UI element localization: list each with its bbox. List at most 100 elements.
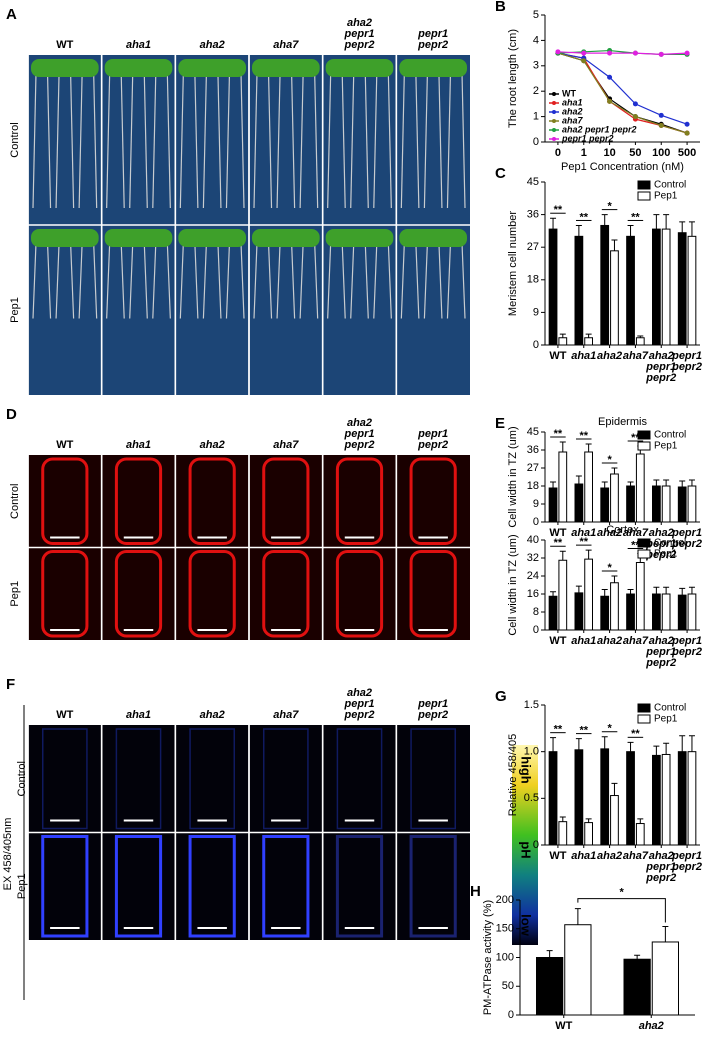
x-axis-label: Pep1 Concentration (nM) [561, 161, 684, 173]
y-axis-label: PM-ATPase activity (%) [482, 900, 494, 1015]
y-tick-label: 8 [533, 606, 539, 618]
error-bar [653, 479, 660, 486]
y-tick-label: 0 [533, 624, 539, 636]
x-tick-label: 100 [652, 147, 670, 159]
point [684, 121, 690, 127]
root [341, 242, 346, 319]
root [253, 242, 258, 319]
root [314, 242, 319, 319]
root [253, 72, 258, 209]
x-tick-label: 0 [555, 147, 561, 159]
legend-label: aha2 pepr1 pepr2 [562, 124, 637, 134]
seedlings [252, 59, 320, 77]
root [129, 242, 134, 319]
significance: ** [554, 428, 563, 440]
bar [687, 751, 697, 846]
significance: ** [631, 728, 640, 740]
error-bar [627, 741, 634, 752]
legend-swatch [637, 430, 651, 440]
significance: ** [631, 539, 640, 551]
bar [558, 821, 568, 846]
error-bar [585, 549, 592, 560]
error-bar [546, 950, 553, 958]
y-tick-label: 0 [508, 1009, 514, 1021]
root-image [335, 550, 384, 638]
row-label: Pep1 [16, 873, 28, 899]
y-tick-label: 45 [527, 176, 539, 188]
legend-swatch [637, 191, 651, 201]
bar [558, 337, 568, 346]
error-bar [653, 586, 660, 594]
y-tick-label: 4 [533, 34, 539, 46]
point [607, 98, 613, 104]
y-tick-label: 150 [496, 923, 514, 935]
x-tick-label: aha7 [623, 635, 649, 647]
root [327, 242, 332, 319]
root [446, 242, 452, 319]
significance: ** [579, 725, 588, 737]
point [658, 51, 664, 57]
series-line [557, 51, 688, 55]
x-tick-label: WT [549, 350, 566, 362]
point [607, 74, 613, 80]
bar [574, 592, 584, 631]
panel-letter: H [470, 883, 481, 900]
root-image [188, 457, 236, 545]
root [225, 242, 231, 319]
root [438, 72, 443, 209]
error-bar [627, 589, 634, 594]
bar [600, 487, 610, 523]
error-bar [575, 585, 582, 593]
root-image [336, 728, 383, 830]
root-image [335, 457, 384, 545]
root-image [41, 550, 89, 638]
bar [651, 941, 679, 1016]
root [152, 72, 157, 209]
bar [661, 228, 671, 346]
error-bar [559, 816, 566, 822]
error-bar [575, 475, 582, 484]
side-label: EX 458/405nm [2, 818, 14, 891]
bar [558, 559, 568, 631]
panel-letter: A [6, 6, 17, 23]
bar [584, 337, 593, 346]
root [217, 72, 222, 209]
significance: ** [631, 432, 640, 444]
root [70, 242, 75, 319]
root [120, 72, 125, 209]
point [607, 50, 613, 56]
legend-marker [552, 110, 556, 114]
significance: * [607, 201, 612, 213]
seedlings [252, 229, 320, 247]
bar [652, 754, 661, 846]
significance: ** [554, 204, 563, 216]
x-tick-label: aha2 pepr1 pepr2 [645, 350, 676, 384]
panel-letter: D [6, 406, 17, 423]
y-tick-label: 50 [502, 980, 514, 992]
root-image [188, 835, 236, 938]
error-bar [611, 575, 618, 583]
column-label: WT [56, 439, 73, 451]
panel-letter: G [495, 688, 507, 705]
root-image [188, 550, 236, 638]
x-tick-label: aha2 pepr1 pepr2 [645, 635, 676, 669]
error-bar [611, 782, 618, 796]
column-label: pepr1 pepr2 [417, 428, 448, 451]
root [423, 242, 428, 319]
bar [635, 453, 645, 523]
root-image [409, 835, 457, 938]
y-tick-label: 1.5 [524, 699, 539, 711]
bar [677, 232, 687, 346]
legend-label: aha2 [562, 106, 583, 116]
root [217, 242, 222, 319]
point [632, 114, 638, 120]
root-image [114, 550, 163, 638]
x-tick-label: aha2 [597, 850, 622, 862]
root [373, 242, 378, 319]
root-image [189, 728, 236, 830]
legend-label: Control [654, 430, 686, 441]
point [632, 101, 638, 107]
bar [600, 748, 610, 846]
legend-marker [552, 128, 556, 132]
column-label: aha2 [200, 39, 225, 51]
